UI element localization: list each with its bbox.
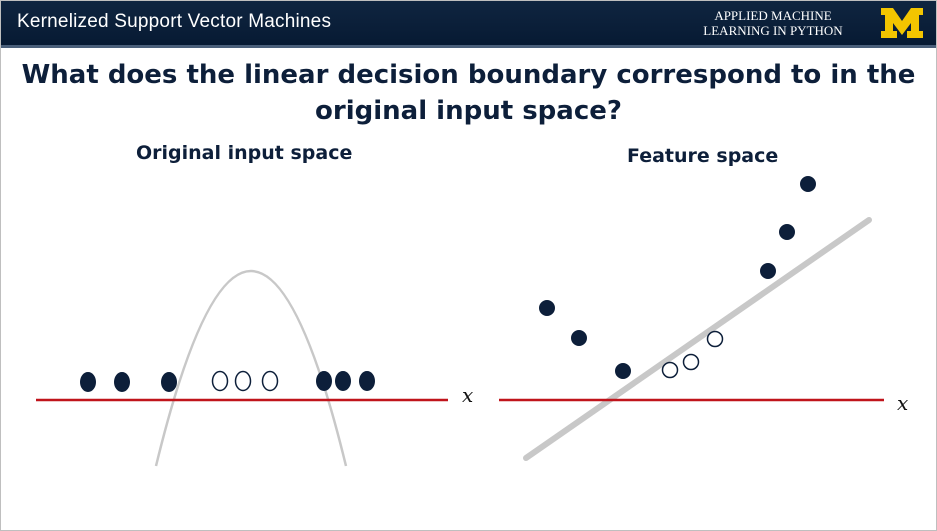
left-point-dark [80, 372, 96, 392]
right-axis-label: x [897, 391, 909, 415]
right-point-dark [800, 176, 816, 192]
left-point-light [234, 370, 252, 392]
block-m-logo-icon [881, 8, 923, 38]
right-point-dark [571, 330, 587, 346]
right-point-light [706, 330, 724, 348]
slide-heading: What does the linear decision boundary c… [1, 57, 936, 129]
header-bar: Kernelized Support Vector Machines APPLI… [1, 1, 936, 48]
right-point-dark [615, 363, 631, 379]
heading-line-1: What does the linear decision boundary c… [21, 60, 916, 90]
right-point-light [661, 361, 679, 379]
left-point-light [211, 370, 229, 392]
course-brand: APPLIED MACHINE LEARNING IN PYTHON [688, 8, 858, 38]
right-point-dark [779, 224, 795, 240]
right-point-light [682, 353, 700, 371]
right-point-dark [539, 300, 555, 316]
right-decision-boundary [523, 217, 872, 461]
right-panel-title: Feature space [627, 145, 779, 167]
left-panel-title: Original input space [136, 142, 353, 164]
left-point-dark [316, 371, 332, 391]
heading-line-2: original input space? [315, 96, 622, 126]
brand-line-1: APPLIED MACHINE [714, 8, 832, 23]
right-points-group [539, 176, 816, 379]
brand-line-2: LEARNING IN PYTHON [703, 23, 843, 38]
header-title: Kernelized Support Vector Machines [17, 11, 332, 32]
left-point-dark [335, 371, 351, 391]
left-point-dark [161, 372, 177, 392]
left-point-light [261, 370, 279, 392]
left-point-dark [114, 372, 130, 392]
left-points-group [80, 370, 375, 392]
left-decision-curve [154, 270, 348, 467]
left-axis-label: x [462, 383, 474, 407]
left-point-dark [359, 371, 375, 391]
right-point-dark [760, 263, 776, 279]
